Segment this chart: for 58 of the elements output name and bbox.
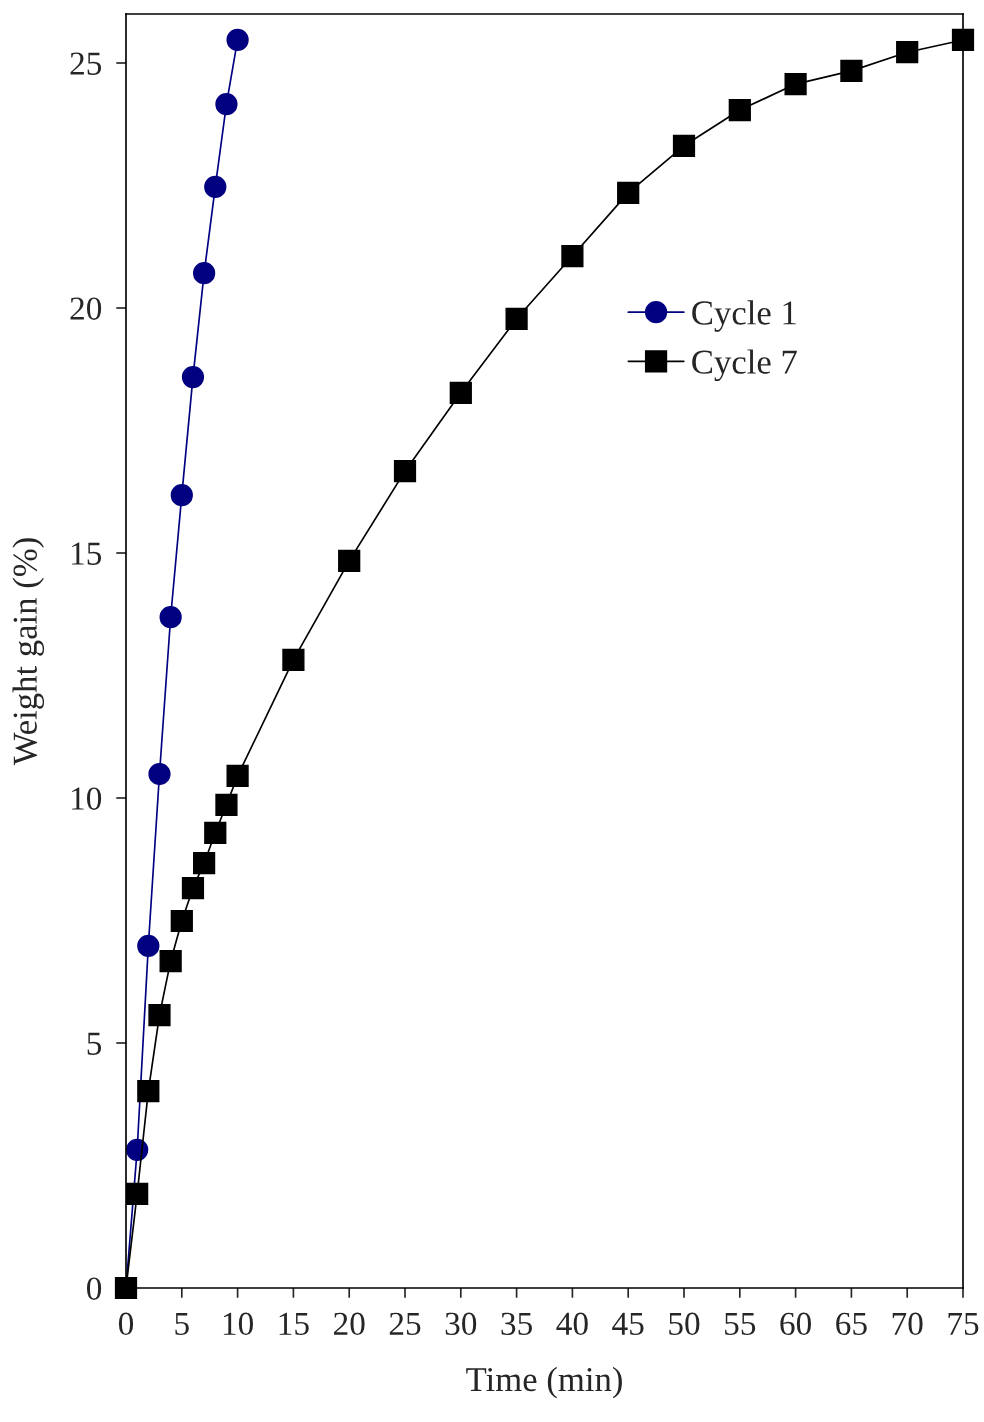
point xyxy=(159,606,182,629)
x-tick-label: 40 xyxy=(556,1312,588,1336)
x-tick-label: 0 xyxy=(118,1312,134,1336)
point xyxy=(137,1079,160,1103)
point xyxy=(148,1003,171,1027)
point xyxy=(840,59,863,82)
point xyxy=(204,175,227,199)
x-tick-label: 45 xyxy=(612,1312,644,1336)
point xyxy=(617,181,640,204)
point xyxy=(282,648,305,671)
x-tick-label: 25 xyxy=(389,1312,421,1336)
x-axis-title: Time (min) xyxy=(466,1366,622,1399)
x-tick-label: 70 xyxy=(892,1312,923,1336)
point xyxy=(193,262,216,285)
y-tick-label: 5 xyxy=(87,1032,102,1055)
x-tick-label: 75 xyxy=(948,1312,979,1336)
point xyxy=(126,1138,149,1161)
x-tick-label: 35 xyxy=(501,1312,532,1336)
legend-label: Cycle 1 xyxy=(692,300,796,332)
point xyxy=(505,307,528,330)
y-tick-label: 10 xyxy=(71,787,102,810)
x-tick-label: 20 xyxy=(334,1312,365,1336)
point xyxy=(449,381,472,404)
point xyxy=(193,852,216,875)
point xyxy=(672,134,696,157)
y-tick-label: 0 xyxy=(86,1277,102,1300)
point xyxy=(159,950,182,973)
y-tick-label: 20 xyxy=(70,297,102,320)
point xyxy=(784,72,807,96)
point xyxy=(126,1182,149,1206)
x-tick-label: 65 xyxy=(836,1312,867,1336)
point xyxy=(561,244,584,268)
y-tick-label: 15 xyxy=(71,542,102,565)
x-tick-label: 50 xyxy=(669,1312,700,1336)
point xyxy=(148,762,171,786)
point xyxy=(728,98,751,122)
x-tick-label: 55 xyxy=(725,1312,756,1336)
point xyxy=(896,41,919,64)
point xyxy=(181,877,205,900)
legend-label: Cycle 7 xyxy=(692,349,797,382)
x-tick-label: 5 xyxy=(175,1312,189,1336)
x-tick-label: 10 xyxy=(223,1312,253,1336)
point xyxy=(393,460,417,483)
point xyxy=(137,934,160,958)
point xyxy=(170,484,193,507)
point xyxy=(226,28,249,52)
x-tick-label: 30 xyxy=(445,1312,477,1336)
point xyxy=(226,764,249,788)
point xyxy=(170,909,193,933)
x-tick-label: 60 xyxy=(780,1312,811,1336)
point xyxy=(215,93,238,116)
point xyxy=(204,821,227,844)
y-axis-title: Weight gain (%) xyxy=(12,538,45,766)
y-tick-label: 25 xyxy=(70,52,102,75)
point xyxy=(338,549,361,572)
point xyxy=(215,793,238,816)
x-tick-label: 15 xyxy=(279,1312,309,1336)
point xyxy=(181,365,205,389)
